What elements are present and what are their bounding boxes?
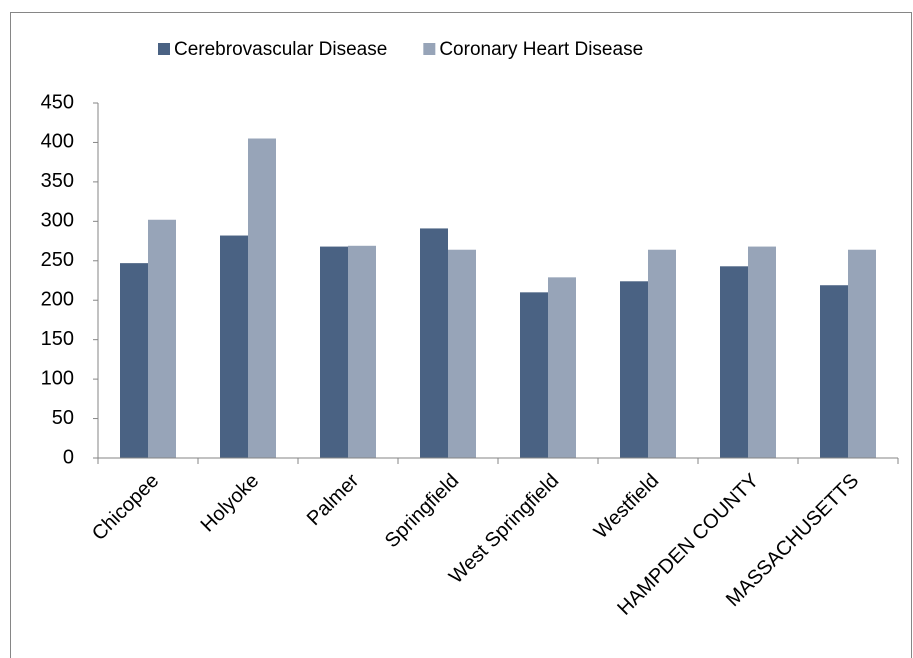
legend-swatch [423,43,436,55]
bar [120,263,148,458]
bar [248,138,276,458]
bar [720,266,748,458]
bar [848,249,876,458]
bar [548,277,576,458]
y-tick-label: 350 [41,170,74,192]
legend-swatch [158,43,170,55]
bar [620,281,648,458]
y-tick-label: 50 [52,407,74,429]
bar [648,249,676,458]
y-tick-label: 250 [41,249,74,271]
y-tick-label: 400 [41,131,74,153]
y-tick-label: 200 [41,289,74,311]
y-tick-label: 450 [41,91,74,113]
bar [820,285,848,458]
bar [520,292,548,458]
y-tick-label: 0 [63,446,74,468]
legend-label: Cerebrovascular Disease [174,39,387,60]
bar [148,219,176,458]
y-tick-label: 100 [41,367,74,389]
bar [348,245,376,458]
bar [448,249,476,458]
bar [220,235,248,458]
bar [320,246,348,458]
y-tick-label: 300 [41,210,74,232]
legend-label: Coronary Heart Disease [439,39,643,60]
bar [420,228,448,458]
y-tick-label: 150 [41,328,74,350]
bar [748,246,776,458]
